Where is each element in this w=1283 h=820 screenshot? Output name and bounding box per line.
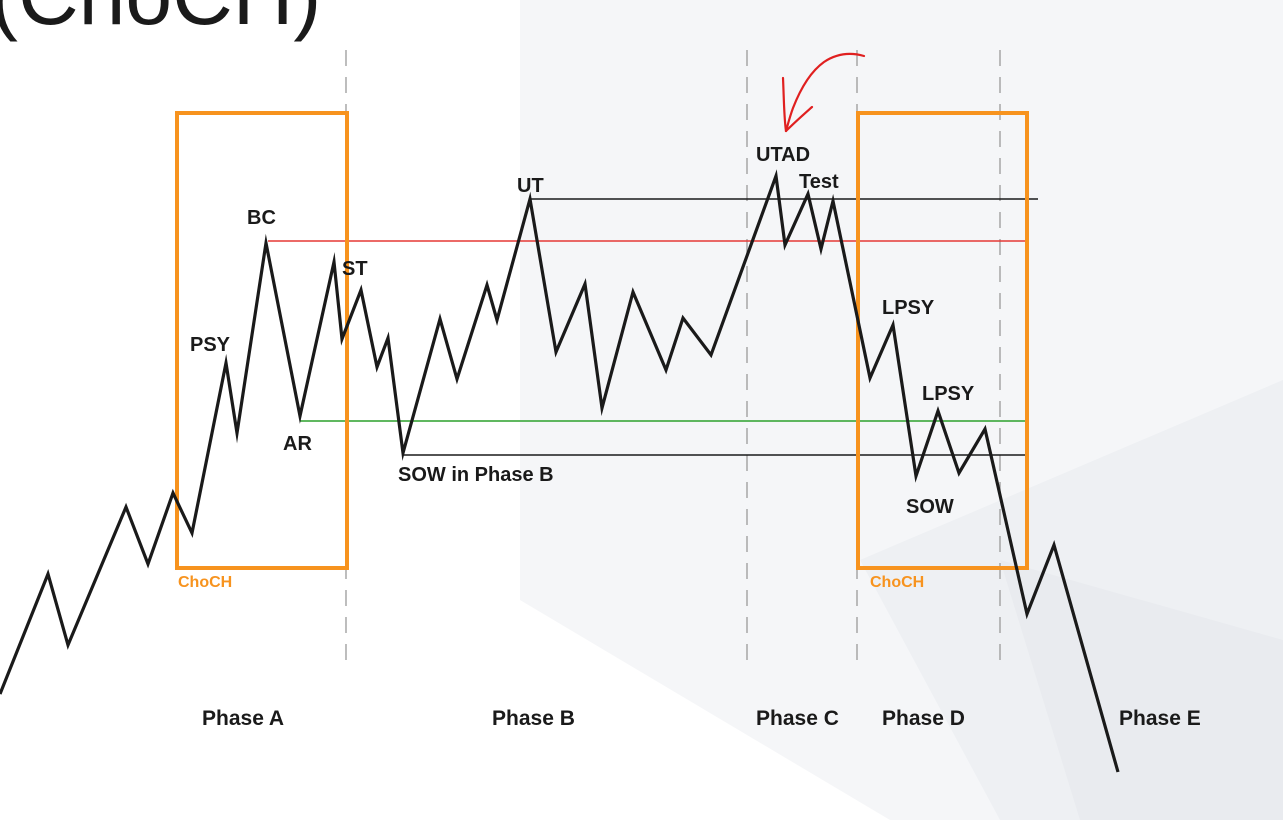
phase-d-label: Phase D <box>882 707 965 730</box>
choch-label-2: ChoCH <box>870 574 924 591</box>
choch-box-1 <box>175 111 349 570</box>
label-bc: BC <box>247 207 276 229</box>
choch-box-2 <box>856 111 1029 570</box>
phase-e-label: Phase E <box>1119 707 1201 730</box>
label-st: ST <box>342 258 368 280</box>
label-sow-phase-b: SOW in Phase B <box>398 464 554 486</box>
phase-b-label: Phase B <box>492 707 575 730</box>
phase-dividers <box>345 50 1001 662</box>
choch-label-1: ChoCH <box>178 574 232 591</box>
phase-a-label: Phase A <box>202 707 284 730</box>
label-ut: UT <box>517 175 544 197</box>
label-lpsy-1: LPSY <box>882 297 935 319</box>
label-sow: SOW <box>906 496 954 518</box>
label-lpsy-2: LPSY <box>922 383 975 405</box>
label-utad: UTAD <box>756 144 810 166</box>
label-psy: PSY <box>190 334 231 356</box>
phase-c-label: Phase C <box>756 707 839 730</box>
page-title: (ChoCH) <box>0 0 321 42</box>
label-test: Test <box>799 171 839 193</box>
hand-drawn-arrow-icon <box>781 52 866 133</box>
label-ar: AR <box>283 433 312 455</box>
price-path <box>0 169 1120 773</box>
